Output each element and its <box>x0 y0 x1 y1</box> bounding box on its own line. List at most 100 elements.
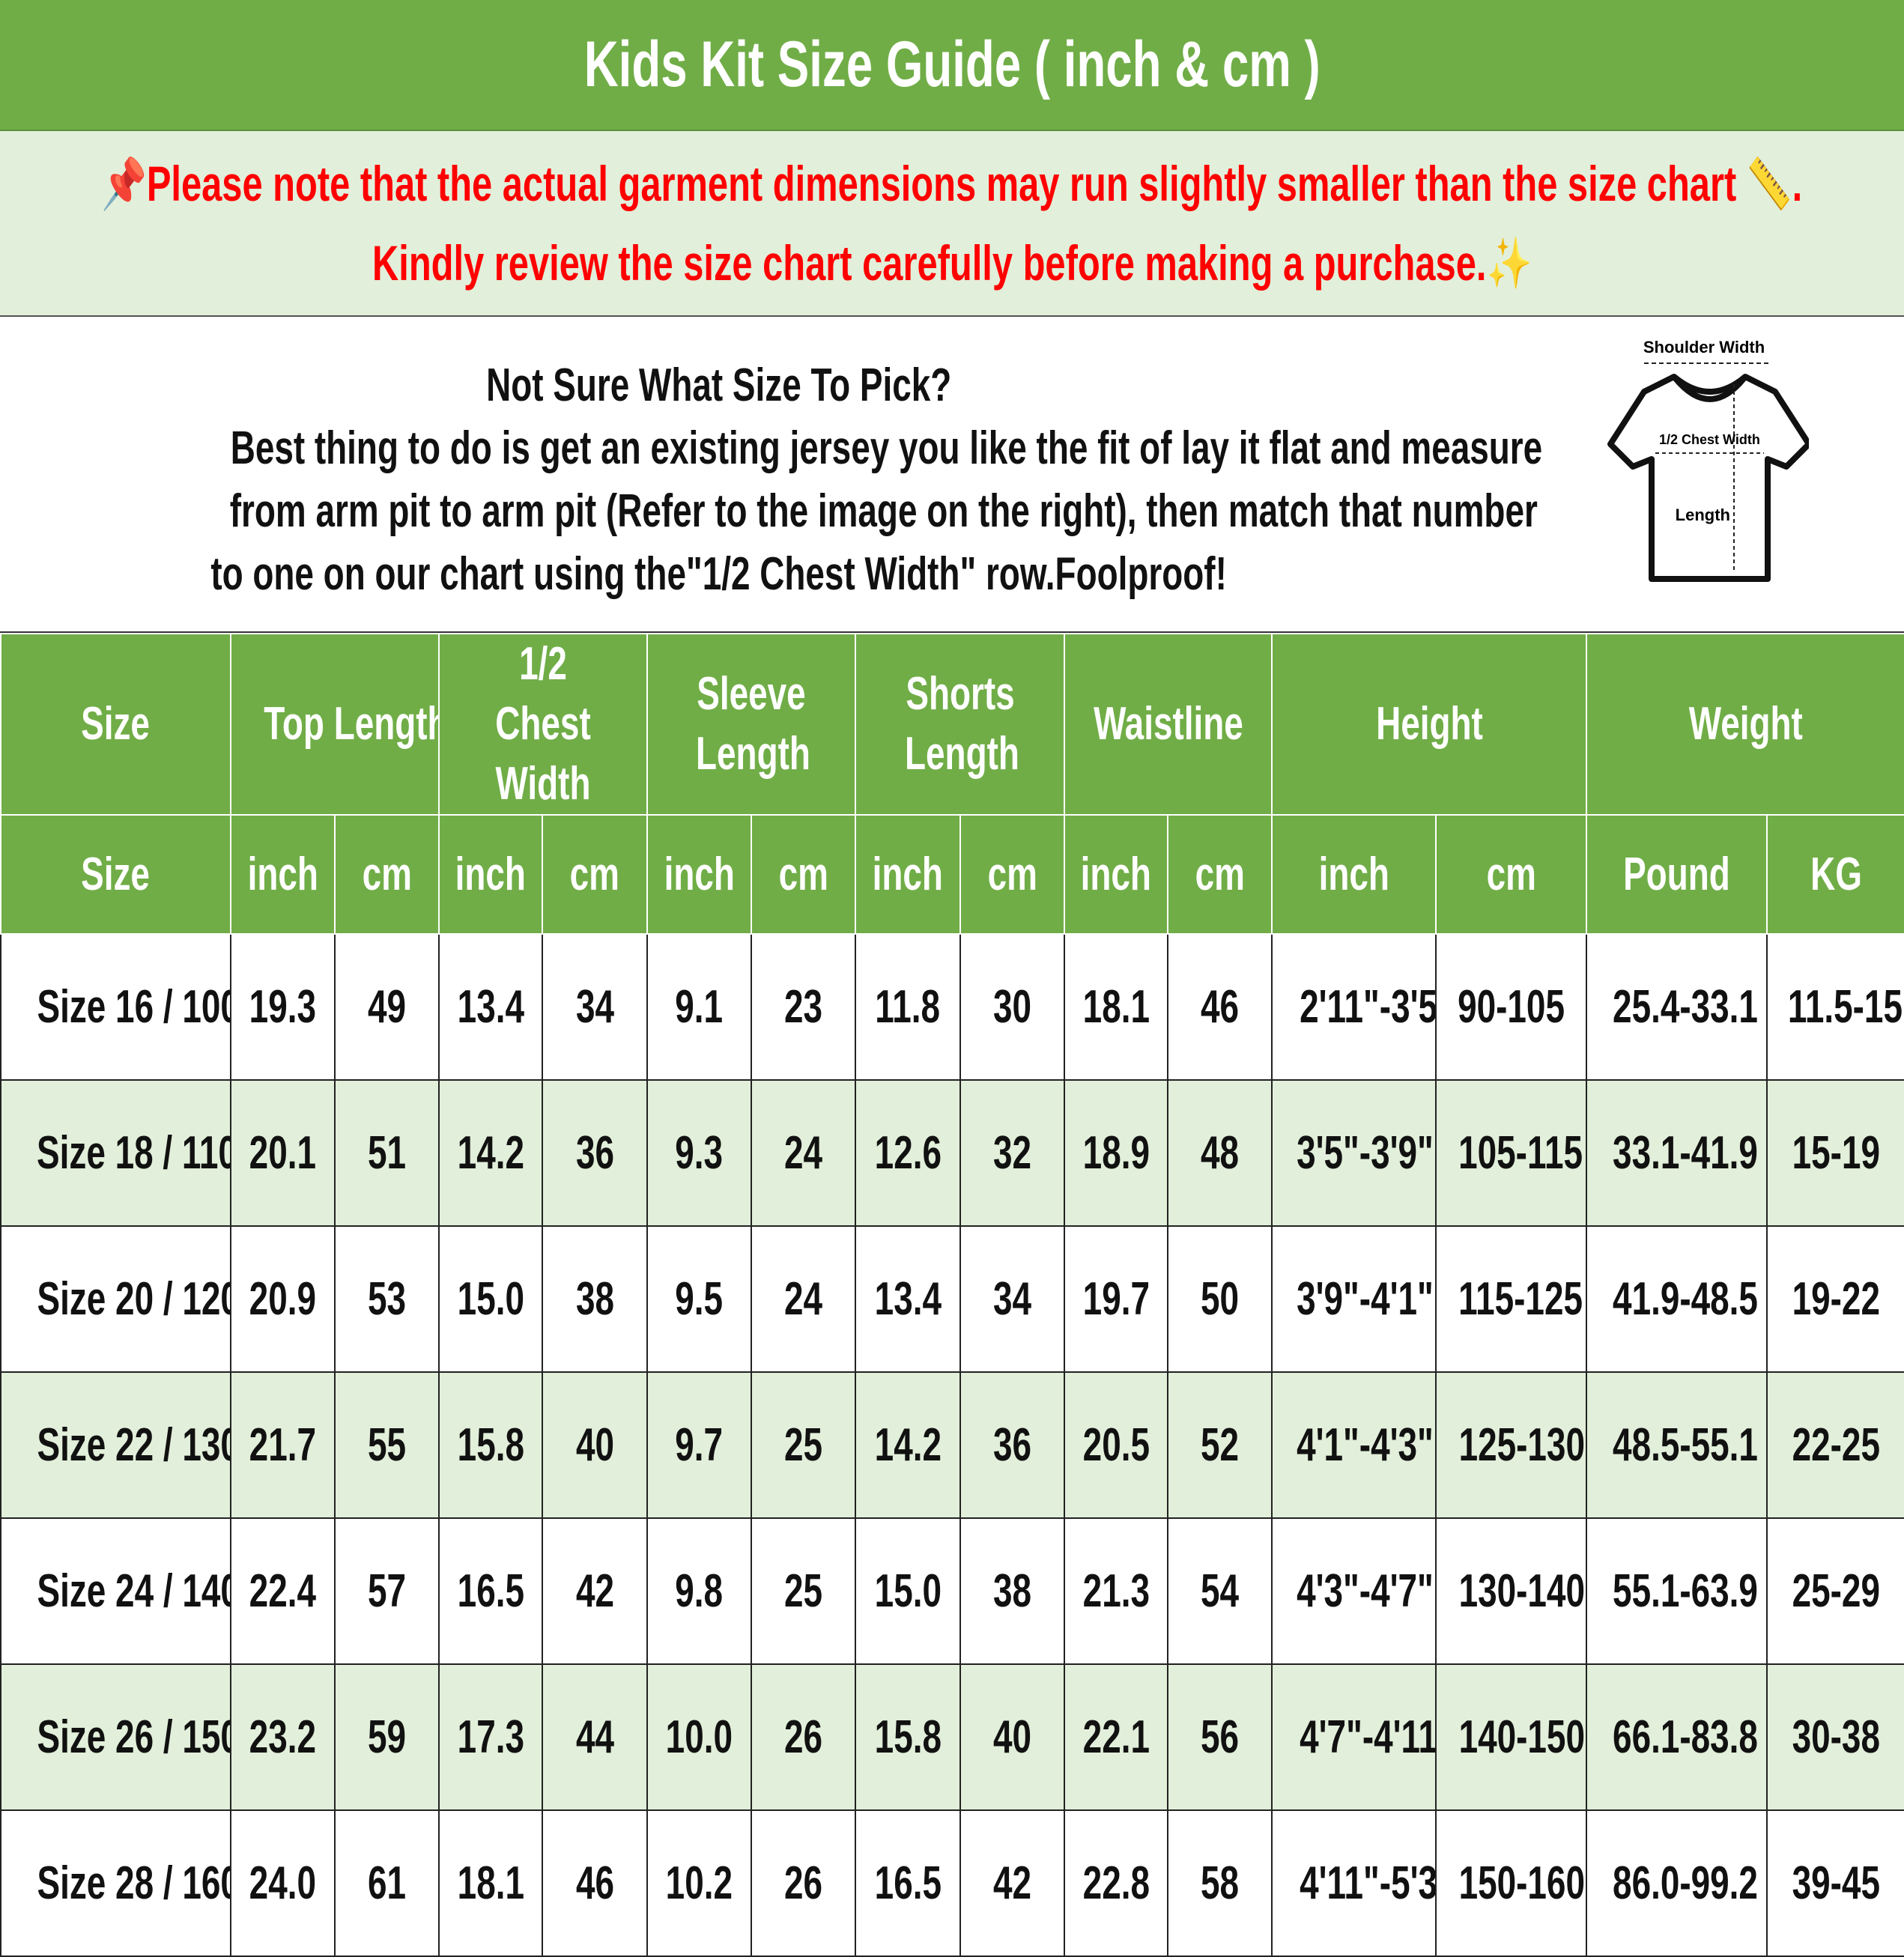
sparkle-icon: ✨ <box>1486 235 1532 291</box>
table-cell: 39-45 <box>1766 1809 1904 1957</box>
header-cell: Shorts Length <box>855 633 1066 816</box>
table-cell: 2'11"-3'5" <box>1271 933 1437 1081</box>
header-cell: 1/2 Chest Width <box>438 633 649 816</box>
subheader-cell: cm <box>333 814 440 935</box>
table-cell: 26 <box>751 1809 857 1957</box>
subheader-cell: cm <box>542 814 649 935</box>
table-cell: 19.7 <box>1064 1225 1169 1373</box>
header-cell: Weight <box>1586 633 1904 816</box>
table-cell: 9.8 <box>646 1517 753 1665</box>
table-row: Size 24 / 140 22.4 57 16.5 42 9.8 25 15.0 38 21.3… <box>0 1517 1904 1665</box>
table-cell: 22.4 <box>230 1517 336 1665</box>
table-cell: 25.4-33.1 <box>1586 933 1768 1081</box>
pin-icon: 📌 <box>101 156 148 211</box>
table-cell: 23.2 <box>230 1663 336 1811</box>
table-cell: 22.8 <box>1064 1809 1169 1957</box>
length-label: Length <box>1676 506 1730 524</box>
table-cell: 14.2 <box>855 1371 962 1519</box>
table-cell: 46 <box>542 1809 649 1957</box>
table-cell: 12.6 <box>855 1079 962 1227</box>
table-row: Size 28 / 160 24.0 61 18.1 46 10.2 26 16.5 42 22.… <box>0 1809 1904 1957</box>
table-cell: 46 <box>1167 933 1273 1081</box>
table-row: Size 26 / 150 23.2 59 17.3 44 10.0 26 15.8 40 22.… <box>0 1663 1904 1811</box>
table-cell: 32 <box>959 1079 1066 1227</box>
ruler-icon: 📏 <box>1747 156 1793 211</box>
table-cell: 18.9 <box>1064 1079 1169 1227</box>
table-cell: 3'5"-3'9" <box>1271 1079 1437 1227</box>
table-cell: 33.1-41.9 <box>1586 1079 1768 1227</box>
table-cell: 41.9-48.5 <box>1586 1225 1768 1373</box>
table-cell: 44 <box>542 1663 649 1811</box>
table-cell: 130-140 <box>1435 1517 1588 1665</box>
table-cell: Size 22 / 130 <box>0 1371 231 1519</box>
subheader-cell: Pound <box>1586 814 1768 935</box>
table-cell: 17.3 <box>438 1663 544 1811</box>
table-cell: 59 <box>333 1663 440 1811</box>
table-cell: 18.1 <box>1064 933 1169 1081</box>
tshirt-diagram-icon: Shoulder Width 1/2 Chest Width Length <box>1607 338 1809 582</box>
table-cell: Size 26 / 150 <box>0 1663 231 1811</box>
table-cell: 15-19 <box>1766 1079 1904 1227</box>
table-cell: 4'1"-4'3" <box>1271 1371 1437 1519</box>
subheader-cell: cm <box>1435 814 1588 935</box>
table-cell: 16.5 <box>438 1517 544 1665</box>
subheader-cell: inch <box>1271 814 1437 935</box>
table-cell: Size 28 / 160 <box>0 1809 231 1957</box>
subheader-cell: inch <box>438 814 544 935</box>
table-cell: 52 <box>1167 1371 1273 1519</box>
table-cell: 25 <box>751 1371 857 1519</box>
table-cell: 9.7 <box>646 1371 753 1519</box>
table-cell: 19.3 <box>230 933 336 1081</box>
table-cell: 19-22 <box>1766 1225 1904 1373</box>
table-cell: 9.1 <box>646 933 753 1081</box>
table-cell: 25-29 <box>1766 1517 1904 1665</box>
table-cell: 40 <box>959 1663 1066 1811</box>
table-cell: 18.1 <box>438 1809 544 1957</box>
header-cell: Height <box>1271 633 1588 816</box>
table-cell: 21.3 <box>1064 1517 1169 1665</box>
header-cell: Top Length <box>229 633 440 816</box>
table-cell: 22-25 <box>1766 1371 1904 1519</box>
table-cell: 150-160 <box>1435 1809 1588 1957</box>
subheader-cell: cm <box>1167 814 1273 935</box>
table-cell: 48.5-55.1 <box>1586 1371 1768 1519</box>
table-cell: 50 <box>1167 1225 1273 1373</box>
note-line-2: Kindly review the size chart carefully b… <box>372 235 1487 291</box>
subheader-cell: KG <box>1766 814 1904 935</box>
subheader-cell: inch <box>1064 814 1169 935</box>
table-cell: 38 <box>959 1517 1066 1665</box>
table-cell: 54 <box>1167 1517 1273 1665</box>
table-row: Size 18 / 110 20.1 51 14.2 36 9.3 24 12.6 32 18.9… <box>0 1079 1904 1227</box>
table-cell: 40 <box>542 1371 649 1519</box>
table-cell: Size 24 / 140 <box>0 1517 231 1665</box>
table-cell: 36 <box>959 1371 1066 1519</box>
table-cell: 115-125 <box>1435 1225 1588 1373</box>
table-cell: 20.1 <box>230 1079 336 1227</box>
table-cell: 11.5-15 <box>1766 933 1904 1081</box>
chest-width-label: 1/2 Chest Width <box>1659 432 1760 447</box>
info-body-2: from arm pit to arm pit (Refer to the im… <box>229 485 1538 537</box>
table-cell: 55 <box>333 1371 440 1519</box>
note-period: . <box>1792 156 1803 211</box>
table-cell: 48 <box>1167 1079 1273 1227</box>
table-cell: 13.4 <box>855 1225 962 1373</box>
table-cell: 9.3 <box>646 1079 753 1227</box>
info-heading: Not Sure What Size To Pick? <box>486 359 952 411</box>
table-row: Size 16 / 100 19.3 49 13.4 34 9.1 23 11.8 30 18.1… <box>0 933 1904 1081</box>
table-cell: 3'9"-4'1" <box>1271 1225 1437 1373</box>
table-cell: 15.0 <box>855 1517 962 1665</box>
table-cell: 15.0 <box>438 1225 544 1373</box>
table-cell: 55.1-63.9 <box>1586 1517 1768 1665</box>
table-cell: 58 <box>1167 1809 1273 1957</box>
table-cell: 4'3"-4'7" <box>1271 1517 1437 1665</box>
subheader-row: Size inch cm inch cm inch cm inch cm inch cm inch cm… <box>0 814 1904 935</box>
header-cell: Size <box>0 633 231 816</box>
info-body-3: to one on our chart using the"1/2 Chest … <box>210 548 1228 600</box>
table-cell: 105-115 <box>1435 1079 1588 1227</box>
table-row: Size 20 / 120 20.9 53 15.0 38 9.5 24 13.4 34 19.7… <box>0 1225 1904 1373</box>
table-cell: 13.4 <box>438 933 544 1081</box>
header-cell: Waistline <box>1064 633 1273 816</box>
subheader-cell: inch <box>646 814 753 935</box>
table-cell: 14.2 <box>438 1079 544 1227</box>
table-cell: 90-105 <box>1435 933 1588 1081</box>
